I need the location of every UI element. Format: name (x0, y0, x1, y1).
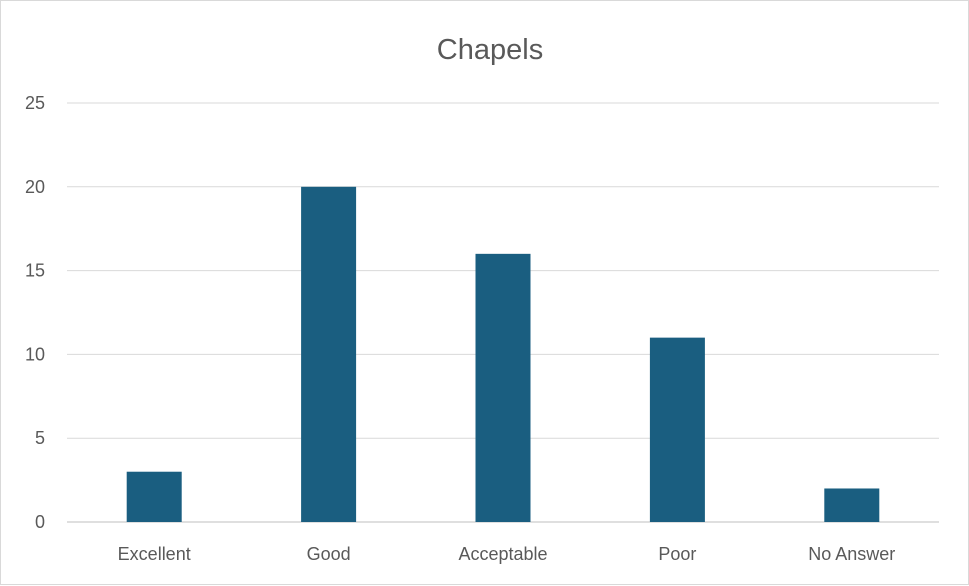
y-tick-label: 25 (25, 93, 45, 113)
bars (126, 186, 880, 523)
x-tick-label: Acceptable (458, 544, 547, 564)
chart-title: Chapels (437, 34, 543, 66)
x-tick-label: Good (307, 544, 351, 564)
bar-no-answer (824, 488, 880, 522)
x-tick-label: Poor (658, 544, 696, 564)
bar-excellent (126, 471, 182, 522)
x-tick-label: No Answer (808, 544, 895, 564)
bar-acceptable (475, 253, 531, 522)
y-tick-label: 15 (25, 261, 45, 281)
y-tick-label: 20 (25, 177, 45, 197)
y-tick-label: 10 (25, 344, 45, 364)
bar-poor (649, 337, 705, 522)
y-tick-label: 0 (35, 512, 45, 532)
y-tick-label: 5 (35, 428, 45, 448)
bar-good (301, 186, 357, 523)
x-tick-label: Excellent (118, 544, 191, 564)
y-axis-ticks: 0 5 10 15 20 25 (25, 93, 45, 532)
x-axis-ticks: Excellent Good Acceptable Poor No Answer (118, 544, 896, 564)
